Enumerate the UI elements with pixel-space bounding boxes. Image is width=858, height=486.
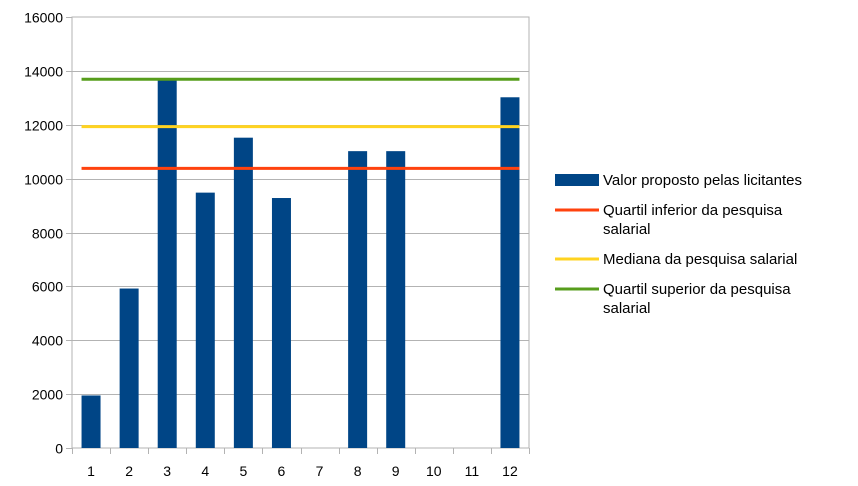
legend: Valor proposto pelas licitantes Quartil i… [555, 172, 802, 317]
y-tick-label: 0 [55, 441, 63, 457]
x-tick-label: 6 [278, 463, 286, 479]
reference-lines [81, 77, 520, 170]
x-tick-label: 12 [502, 463, 518, 479]
y-tick-label: 8000 [32, 226, 63, 242]
y-tick-label: 12000 [24, 118, 63, 134]
x-tick-label: 10 [426, 463, 442, 479]
x-tick-label: 3 [163, 463, 171, 479]
legend-label: salarial [603, 300, 651, 317]
bar [195, 192, 215, 448]
x-tick-labels: 1 2 3 4 5 6 7 8 9 10 11 12 [87, 463, 518, 479]
x-tick-label: 2 [125, 463, 133, 479]
plot-frame [71, 16, 530, 449]
y-tick-label: 16000 [24, 10, 63, 26]
axes [66, 17, 530, 454]
grid [71, 16, 530, 449]
legend-item: Valor proposto pelas licitantes [555, 172, 802, 189]
x-tick-label: 9 [392, 463, 400, 479]
y-tick-label: 14000 [24, 64, 63, 80]
legend-swatch [555, 174, 599, 186]
legend-label: salarial [603, 221, 651, 238]
y-tick-label: 10000 [24, 172, 63, 188]
legend-label: Quartil superior da pesquisa [603, 281, 791, 298]
bar [386, 151, 406, 448]
y-tick-label: 6000 [32, 279, 63, 295]
y-tick-label: 2000 [32, 387, 63, 403]
legend-label: Quartil inferior da pesquisa [603, 202, 783, 219]
x-tick-label: 8 [354, 463, 362, 479]
y-tick-label: 4000 [32, 333, 63, 349]
bar [500, 97, 520, 449]
bar [233, 137, 253, 448]
legend-item: Quartil superior da pesquisa salarial [555, 281, 791, 317]
bar [348, 151, 368, 448]
x-tick-label: 5 [239, 463, 247, 479]
bar [81, 395, 101, 448]
legend-label: Valor proposto pelas licitantes [603, 172, 802, 189]
y-tick-labels: 0 2000 4000 6000 8000 10000 12000 14000 16000 [24, 10, 63, 457]
legend-item: Quartil inferior da pesquisa salarial [555, 202, 783, 238]
bar [119, 288, 139, 448]
legend-item: Mediana da pesquisa salarial [555, 251, 797, 268]
bar [157, 80, 177, 448]
legend-label: Mediana da pesquisa salarial [603, 251, 797, 268]
bar [271, 198, 291, 448]
x-tick-label: 11 [465, 463, 480, 479]
x-tick-label: 7 [316, 463, 324, 479]
bars [81, 80, 520, 449]
x-tick-label: 4 [201, 463, 209, 479]
x-tick-label: 1 [87, 463, 95, 479]
